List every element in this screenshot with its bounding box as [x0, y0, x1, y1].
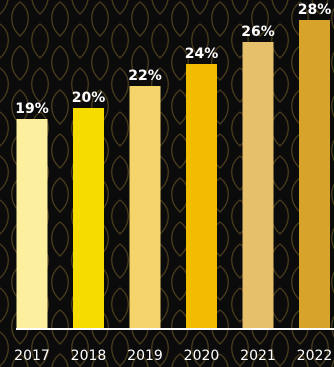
x-tick-label-2020: 2020	[184, 348, 220, 364]
x-tick-label-2019: 2019	[127, 348, 163, 364]
bar-2020	[186, 64, 217, 328]
bar-2018	[73, 108, 104, 328]
bars-layer	[16, 20, 330, 328]
bar-2021	[242, 42, 274, 328]
data-label-2022: 28%	[298, 2, 332, 18]
x-tick-label-2017: 2017	[14, 348, 50, 364]
data-label-2018: 20%	[72, 90, 106, 106]
data-label-2021: 26%	[241, 24, 275, 40]
data-label-2020: 24%	[185, 46, 219, 62]
x-tick-label-2022: 2022	[297, 348, 333, 364]
bar-2019	[129, 86, 161, 328]
x-tick-label-2021: 2021	[240, 348, 276, 364]
bar-2022	[299, 20, 330, 328]
bar-2017	[16, 119, 48, 328]
x-tick-label-2018: 2018	[71, 348, 107, 364]
labels-layer: 19% 2017 20% 2018 22% 2019 24% 2020 26% 2021 28% 20…	[14, 2, 332, 364]
data-label-2019: 22%	[128, 68, 162, 84]
data-label-2017: 19%	[15, 101, 49, 117]
